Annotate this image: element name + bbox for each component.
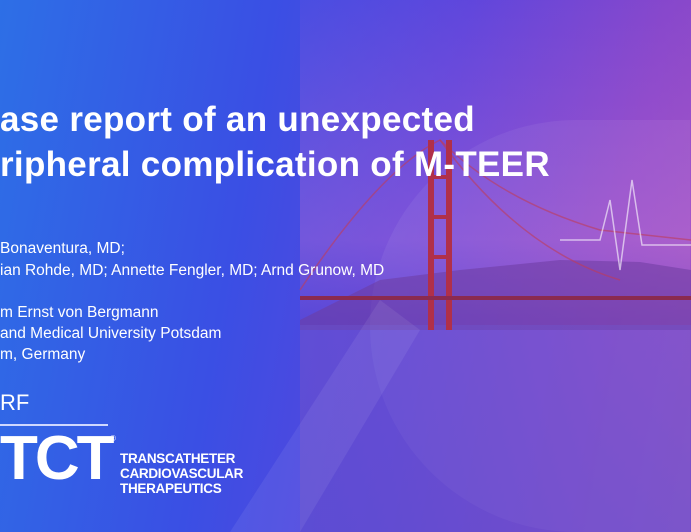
slide-title-line-1: ase report of an unexpected [0,100,475,139]
tagline-line-3: THERAPEUTICS [120,481,222,496]
crf-logo-text: RF [0,390,30,415]
registered-mark: ® [110,434,116,443]
tagline-line-2: CARDIOVASCULAR [120,466,244,481]
affiliation-line-3: m, Germany [0,346,86,363]
authors-line-2: ian Rohde, MD; Annette Fengler, MD; Arnd… [0,262,385,279]
tct-logo-text: TCT [0,424,115,493]
affiliation-line-1: m Ernst von Bergmann [0,304,159,321]
logo-divider [0,424,108,426]
affiliation-line-2: and Medical University Potsdam [0,325,222,342]
authors-line-1: Bonaventura, MD; [0,240,125,257]
slide-title-line-2: ripheral complication of M-TEER [0,145,550,184]
tagline-line-1: TRANSCATHETER [120,451,236,466]
